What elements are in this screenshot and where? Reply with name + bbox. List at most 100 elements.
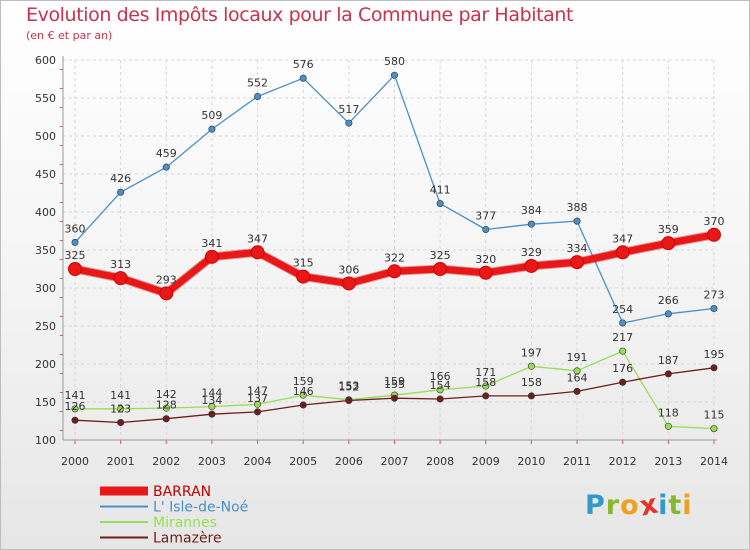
data-point bbox=[615, 245, 630, 260]
y-tick-label: 100 bbox=[35, 434, 56, 447]
data-label: 426 bbox=[110, 172, 131, 185]
data-point bbox=[71, 416, 79, 424]
logo-letter: i bbox=[682, 490, 693, 521]
data-label: 115 bbox=[703, 409, 724, 422]
data-label: 217 bbox=[612, 331, 633, 344]
data-point bbox=[570, 255, 585, 270]
data-point bbox=[482, 392, 490, 400]
data-point bbox=[162, 163, 170, 171]
logo-letter: i bbox=[658, 490, 669, 521]
data-point bbox=[71, 405, 79, 413]
data-label: 347 bbox=[612, 232, 633, 245]
data-label: 388 bbox=[567, 201, 588, 214]
data-point bbox=[204, 249, 219, 264]
y-tick-label: 450 bbox=[35, 168, 56, 181]
data-label: 141 bbox=[65, 389, 86, 402]
legend-label: L' Isle-de-Noé bbox=[153, 500, 248, 516]
x-tick-label: 2000 bbox=[61, 455, 89, 468]
data-point bbox=[254, 408, 262, 416]
data-label: 197 bbox=[521, 346, 542, 359]
y-tick-label: 600 bbox=[35, 54, 56, 67]
data-label: 359 bbox=[658, 223, 679, 236]
x-tick-label: 2005 bbox=[289, 455, 317, 468]
data-label: 273 bbox=[703, 289, 724, 302]
x-tick-label: 2014 bbox=[700, 455, 728, 468]
x-tick-label: 2010 bbox=[517, 455, 545, 468]
data-label: 411 bbox=[430, 184, 451, 197]
data-label: 159 bbox=[293, 375, 314, 388]
data-point bbox=[117, 188, 125, 196]
data-label: 134 bbox=[201, 394, 222, 407]
data-point bbox=[710, 305, 718, 313]
data-label: 176 bbox=[612, 362, 633, 375]
x-tick-label: 2009 bbox=[472, 455, 500, 468]
data-label: 195 bbox=[703, 348, 724, 361]
data-label: 517 bbox=[338, 103, 359, 116]
data-label: 164 bbox=[567, 371, 588, 384]
data-point bbox=[710, 425, 718, 433]
y-tick-label: 200 bbox=[35, 358, 56, 371]
x-tick-label: 2011 bbox=[563, 455, 591, 468]
data-point bbox=[573, 217, 581, 225]
data-label: 191 bbox=[567, 351, 588, 364]
data-label: 142 bbox=[156, 388, 177, 401]
data-point bbox=[436, 386, 444, 394]
y-tick-label: 350 bbox=[35, 244, 56, 257]
data-point bbox=[482, 382, 490, 390]
data-point bbox=[299, 391, 307, 399]
data-label: 293 bbox=[156, 273, 177, 286]
y-tick-label: 150 bbox=[35, 396, 56, 409]
data-point bbox=[436, 200, 444, 208]
x-tick-label: 2013 bbox=[654, 455, 682, 468]
data-point bbox=[68, 262, 82, 276]
data-point bbox=[254, 400, 262, 408]
data-label: 347 bbox=[247, 232, 268, 245]
data-point bbox=[299, 401, 307, 409]
data-label: 141 bbox=[110, 389, 131, 402]
data-point bbox=[208, 125, 216, 133]
data-label: 187 bbox=[658, 354, 679, 367]
x-tick-label: 2006 bbox=[335, 455, 363, 468]
data-label: 322 bbox=[384, 251, 405, 264]
data-point bbox=[661, 236, 676, 251]
data-label: 155 bbox=[384, 378, 405, 391]
data-label: 144 bbox=[201, 387, 222, 400]
data-label: 118 bbox=[658, 406, 679, 419]
data-point bbox=[573, 367, 581, 375]
chart-title: Evolution des Impôts locaux pour la Comm… bbox=[26, 4, 574, 26]
data-label: 580 bbox=[384, 55, 405, 68]
x-tick-label: 2004 bbox=[244, 455, 272, 468]
data-label: 325 bbox=[65, 249, 86, 262]
data-label: 254 bbox=[612, 303, 633, 316]
data-point bbox=[619, 319, 627, 327]
data-label: 126 bbox=[65, 400, 86, 413]
data-point bbox=[706, 227, 721, 242]
data-point bbox=[710, 364, 718, 372]
data-point bbox=[208, 410, 216, 418]
logo-letter: o bbox=[620, 490, 640, 521]
data-label: 123 bbox=[110, 403, 131, 416]
data-label: 360 bbox=[65, 222, 86, 235]
data-point bbox=[436, 395, 444, 403]
data-point bbox=[71, 238, 79, 246]
data-label: 329 bbox=[521, 246, 542, 259]
data-label: 137 bbox=[247, 392, 268, 405]
data-point bbox=[478, 265, 493, 280]
data-point bbox=[387, 264, 402, 279]
x-tick-label: 2007 bbox=[380, 455, 408, 468]
data-point bbox=[390, 71, 398, 79]
data-point bbox=[433, 262, 448, 276]
data-point bbox=[527, 362, 535, 370]
data-label: 320 bbox=[475, 253, 496, 266]
data-point bbox=[482, 225, 490, 233]
data-point bbox=[664, 422, 672, 430]
data-label: 384 bbox=[521, 204, 542, 217]
data-point bbox=[664, 370, 672, 378]
data-point bbox=[664, 310, 672, 318]
data-label: 153 bbox=[338, 380, 359, 393]
data-label: 313 bbox=[110, 258, 131, 271]
y-tick-label: 300 bbox=[35, 282, 56, 295]
data-point bbox=[117, 419, 125, 427]
